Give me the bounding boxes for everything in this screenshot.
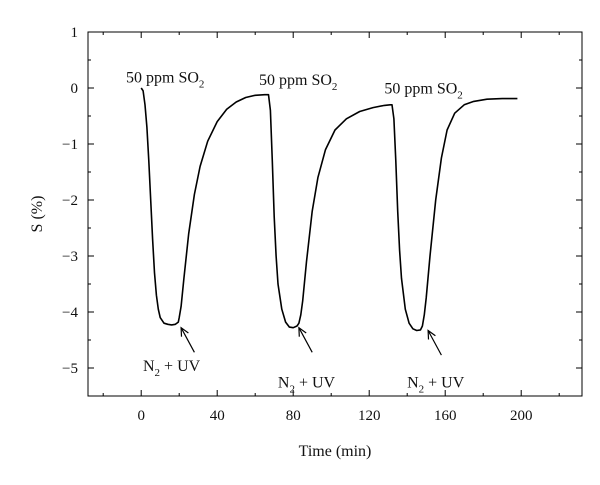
y-tick-label: 0	[71, 81, 79, 97]
annotation-label: 50 ppm SO2	[259, 72, 337, 93]
axis-ticks	[88, 31, 582, 397]
axis-tick-labels: 1 0 −1 −2 −3 −4 −5 0 40 80 120 160 200	[62, 25, 532, 424]
annotation-arrow	[427, 330, 442, 356]
annotation-arrowhead	[180, 326, 189, 337]
series-group	[140, 87, 518, 332]
y-tick-label: −2	[62, 193, 78, 209]
y-tick-label: −4	[62, 305, 78, 321]
plot-frame	[87, 31, 583, 397]
annotation-arrow	[298, 327, 313, 353]
annotation-label: 50 ppm SO2	[384, 81, 462, 102]
x-tick-label: 120	[358, 408, 381, 424]
plot-area	[87, 31, 583, 397]
annotation-arrowhead	[427, 329, 436, 340]
series-line	[140, 87, 518, 332]
arrow-label: N2 + UV	[143, 358, 201, 379]
y-tick-label: −5	[62, 361, 78, 377]
x-tick-label: 40	[210, 408, 225, 424]
x-tick-label: 0	[137, 408, 145, 424]
y-tick-label: 1	[71, 25, 79, 41]
y-axis-title: S (%)	[29, 196, 46, 233]
annotation-arrowhead	[298, 326, 307, 337]
arrow-label: N2 + UV	[278, 375, 336, 396]
arrow-label: N2 + UV	[407, 375, 465, 396]
y-tick-label: −3	[62, 249, 78, 265]
x-axis-title: Time (min)	[299, 443, 372, 460]
annotation-group: 50 ppm SO2 50 ppm SO2 50 ppm SO2 N2 + UV N2 …	[126, 69, 465, 395]
x-tick-label: 160	[434, 408, 457, 424]
y-tick-label: −1	[62, 137, 78, 153]
annotation-label: 50 ppm SO2	[126, 69, 204, 90]
annotation-arrow	[180, 327, 195, 353]
x-tick-label: 80	[286, 408, 301, 424]
x-tick-label: 200	[510, 408, 533, 424]
